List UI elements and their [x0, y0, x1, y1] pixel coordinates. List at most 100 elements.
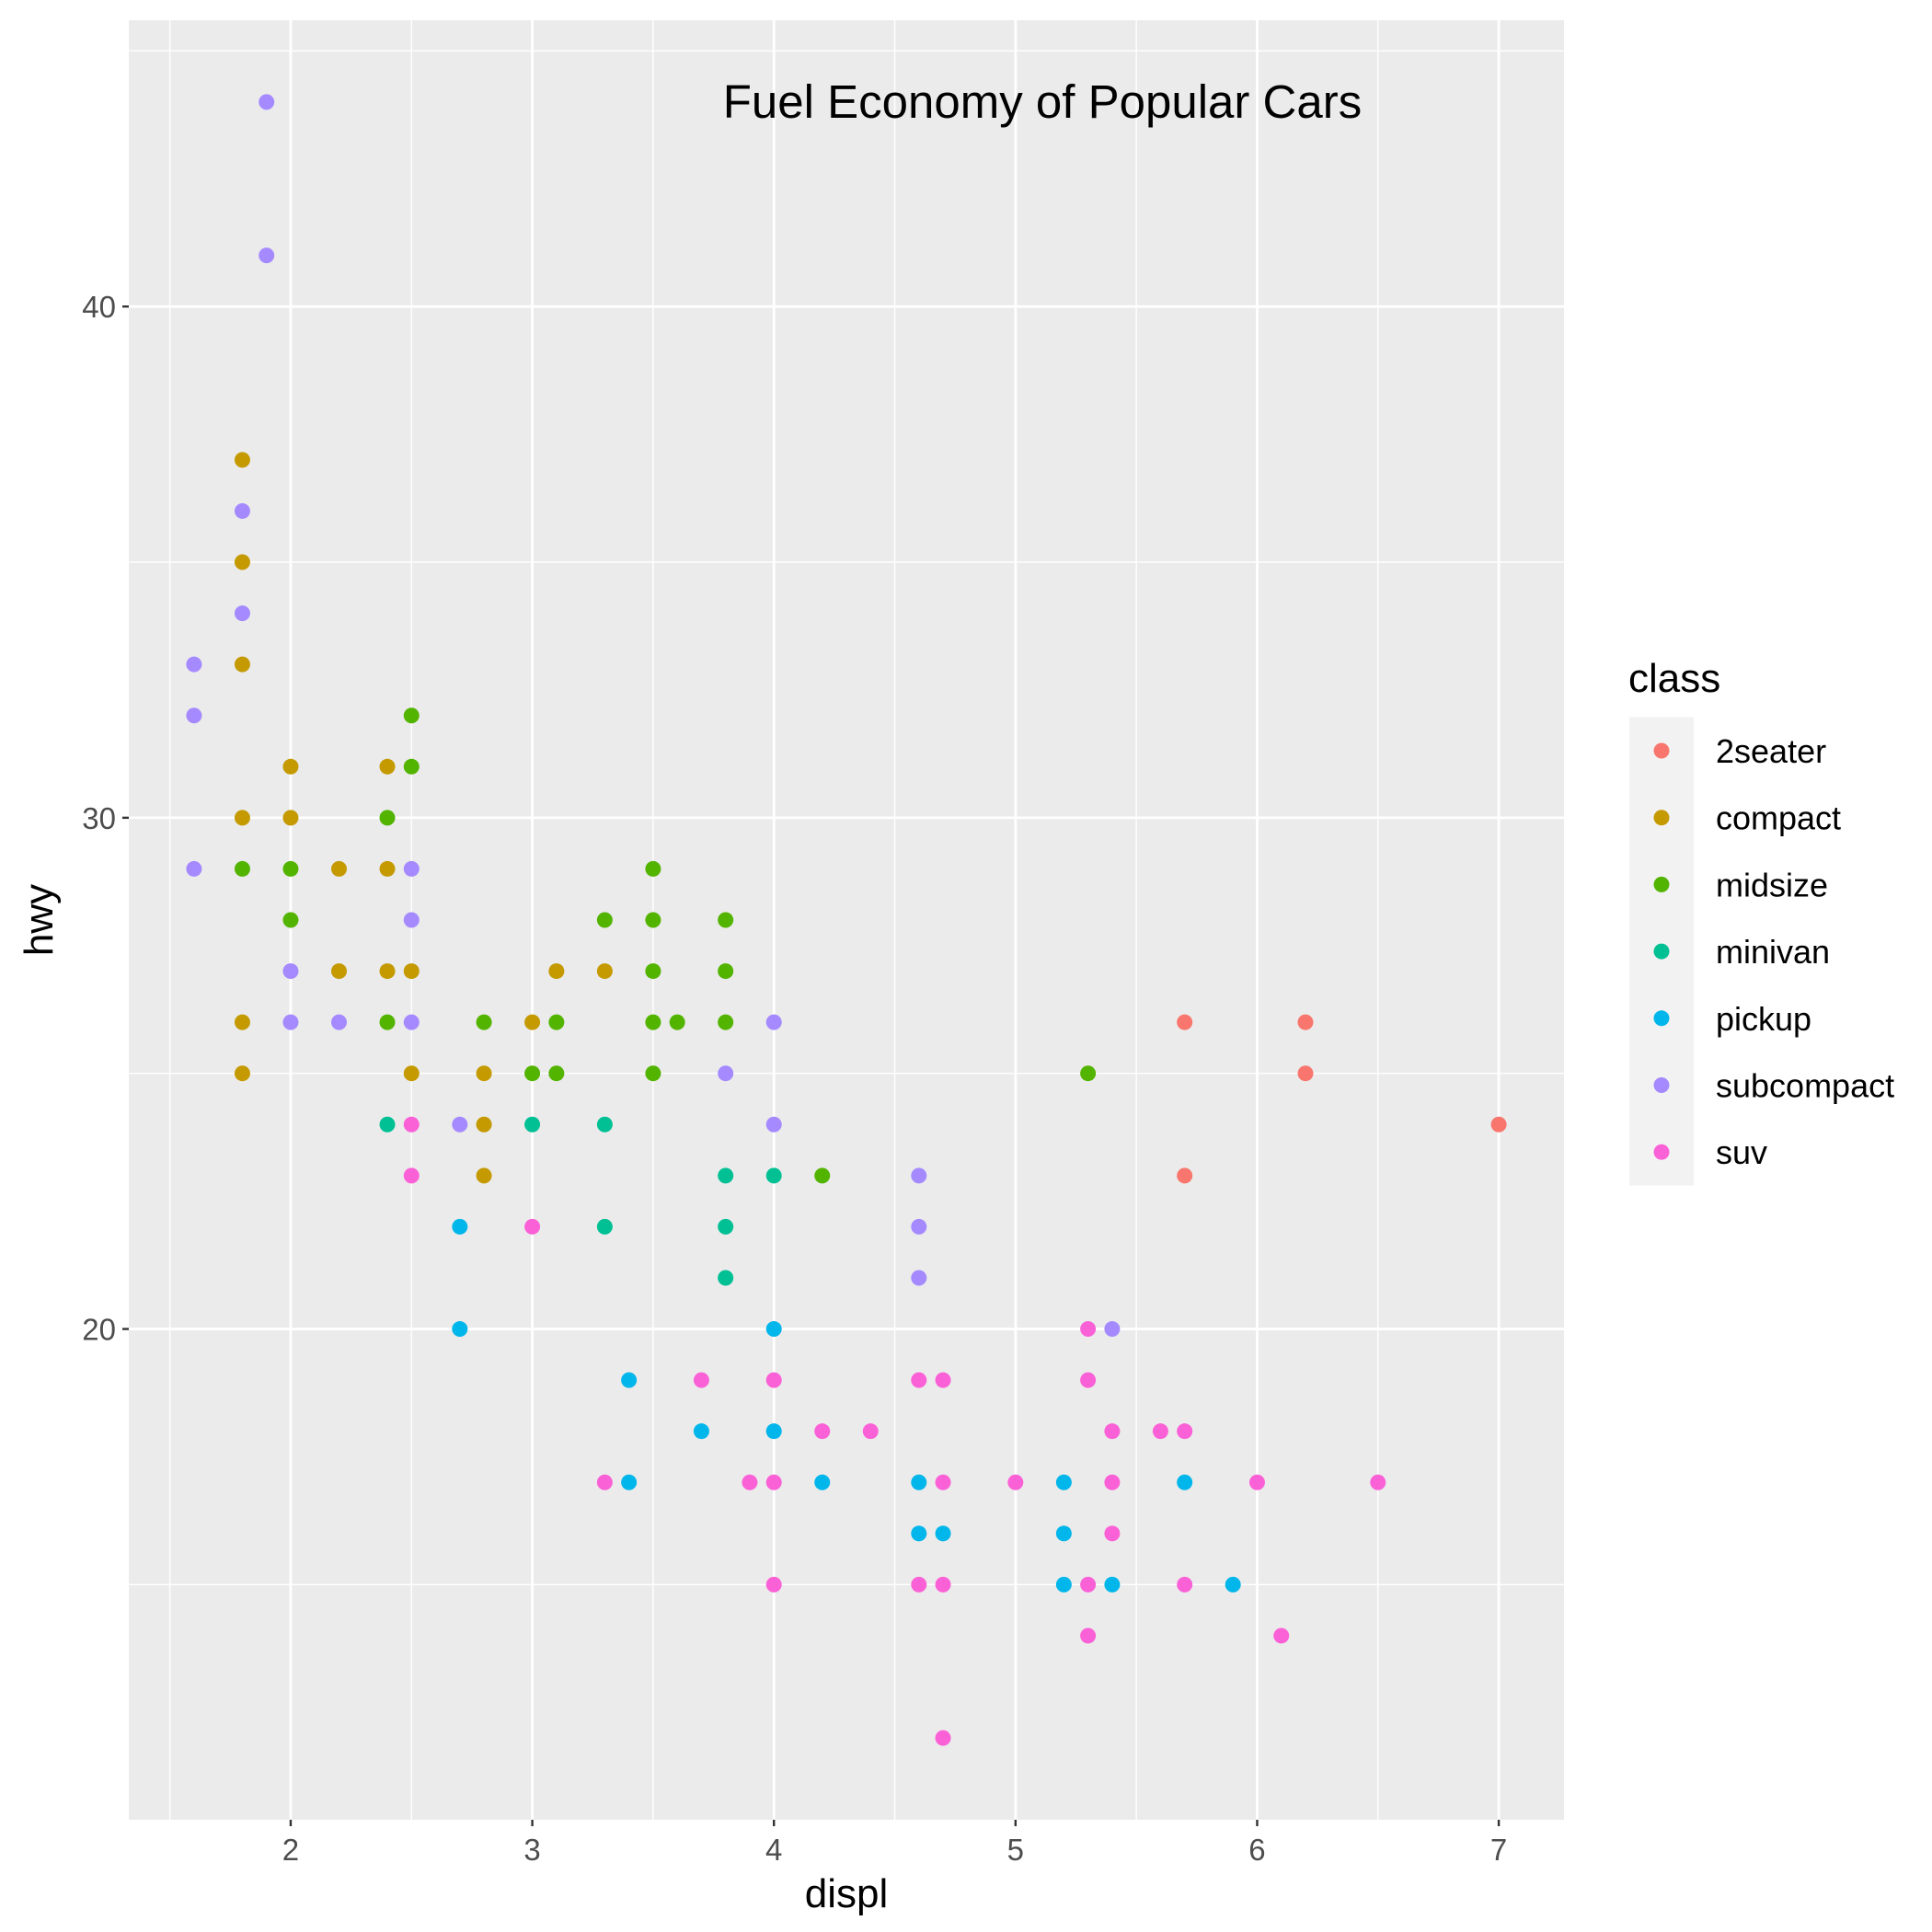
x-tick-label: 2 [282, 1833, 299, 1867]
data-point-subcompact [282, 963, 299, 980]
y-axis-title: hwy [17, 884, 62, 956]
data-point-subcompact [765, 1116, 782, 1133]
x-tick-label: 7 [1490, 1833, 1507, 1867]
data-point-suv [1080, 1576, 1097, 1593]
data-point-subcompact [186, 707, 202, 724]
data-point-subcompact [259, 94, 275, 110]
data-point-midsize [403, 758, 420, 775]
data-point-suv [1080, 1321, 1097, 1338]
data-point-suv [1104, 1525, 1121, 1542]
data-point-subcompact [1104, 1321, 1121, 1338]
y-tick-label: 30 [82, 801, 116, 835]
data-point-subcompact [234, 605, 250, 622]
data-point-midsize [548, 1065, 565, 1082]
legend-key-pickup [1653, 1010, 1670, 1027]
data-point-pickup [1055, 1474, 1072, 1490]
data-point-compact [234, 810, 250, 826]
data-point-midsize [282, 860, 299, 877]
data-point-pickup [693, 1423, 709, 1440]
data-point-midsize [718, 912, 734, 928]
data-point-midsize [379, 810, 396, 826]
data-point-pickup [935, 1525, 951, 1542]
data-point-midsize [718, 963, 734, 980]
data-point-minivan [718, 1218, 734, 1235]
data-point-midsize [234, 860, 250, 877]
legend: class 2seater compact midsize minivan pickup… [1628, 656, 1894, 1186]
data-point-subcompact [259, 247, 275, 264]
data-point-suv [1273, 1627, 1290, 1644]
data-point-midsize [645, 1065, 661, 1082]
data-point-subcompact [911, 1270, 927, 1286]
data-point-subcompact [403, 912, 420, 928]
data-point-subcompact [452, 1116, 468, 1133]
data-point-pickup [911, 1474, 927, 1490]
data-point-minivan [718, 1167, 734, 1184]
data-point-pickup [1055, 1525, 1072, 1542]
data-point-midsize [645, 963, 661, 980]
axes: 2 3 4 5 6 7 20 30 40 [82, 290, 1507, 1867]
data-point-2seater [1177, 1167, 1193, 1184]
data-point-compact [379, 860, 396, 877]
legend-key-compact [1653, 810, 1670, 826]
data-point-subcompact [765, 1014, 782, 1030]
data-point-midsize [645, 860, 661, 877]
data-point-compact [330, 860, 347, 877]
data-point-compact [234, 1065, 250, 1082]
data-point-subcompact [911, 1167, 927, 1184]
data-point-suv [1152, 1423, 1168, 1440]
data-point-subcompact [282, 1014, 299, 1030]
x-tick-label: 5 [1007, 1833, 1024, 1867]
data-point-compact [379, 758, 396, 775]
data-point-suv [1248, 1474, 1265, 1490]
data-point-compact [234, 656, 250, 673]
data-point-pickup [452, 1218, 468, 1235]
legend-key-2seater [1653, 742, 1670, 759]
data-point-midsize [476, 1014, 492, 1030]
data-point-compact [403, 963, 420, 980]
major-gridlines [129, 20, 1564, 1820]
chart-title: Fuel Economy of Popular Cars [723, 75, 1362, 128]
data-point-pickup [765, 1321, 782, 1338]
data-point-midsize [1080, 1065, 1097, 1082]
data-point-midsize [403, 707, 420, 724]
data-point-2seater [1297, 1065, 1314, 1082]
legend-label-compact: compact [1716, 799, 1841, 837]
data-point-minivan [765, 1167, 782, 1184]
legend-label-minivan: minivan [1716, 933, 1830, 971]
data-point-2seater [1297, 1014, 1314, 1030]
data-point-pickup [621, 1372, 638, 1388]
data-point-suv [1104, 1474, 1121, 1490]
data-point-suv [1177, 1576, 1193, 1593]
data-point-midsize [548, 1014, 565, 1030]
plot-panel [129, 20, 1564, 1820]
legend-label-2seater: 2seater [1716, 732, 1826, 770]
data-point-suv [742, 1474, 758, 1490]
data-point-pickup [1055, 1576, 1072, 1593]
data-point-compact [524, 1014, 541, 1030]
data-point-compact [476, 1116, 492, 1133]
data-point-minivan [718, 1270, 734, 1286]
legend-key-subcompact [1653, 1077, 1670, 1093]
data-point-subcompact [330, 1014, 347, 1030]
data-point-suv [1370, 1474, 1386, 1490]
legend-title: class [1628, 656, 1720, 701]
data-point-subcompact [403, 860, 420, 877]
legend-label-midsize: midsize [1716, 866, 1828, 903]
data-point-suv [935, 1474, 951, 1490]
data-point-subcompact [403, 1014, 420, 1030]
x-tick-label: 3 [523, 1833, 540, 1867]
legend-key-suv [1653, 1144, 1670, 1160]
data-point-pickup [1225, 1576, 1241, 1593]
legend-label-subcompact: subcompact [1716, 1067, 1894, 1105]
data-point-suv [911, 1576, 927, 1593]
data-point-pickup [765, 1423, 782, 1440]
data-point-midsize [814, 1167, 831, 1184]
data-point-subcompact [186, 656, 202, 673]
data-point-midsize [379, 1014, 396, 1030]
data-point-2seater [1490, 1116, 1507, 1133]
x-axis-title: displ [805, 1871, 889, 1916]
data-point-compact [476, 1167, 492, 1184]
data-point-pickup [1177, 1474, 1193, 1490]
data-point-compact [234, 554, 250, 570]
data-point-suv [1007, 1474, 1024, 1490]
